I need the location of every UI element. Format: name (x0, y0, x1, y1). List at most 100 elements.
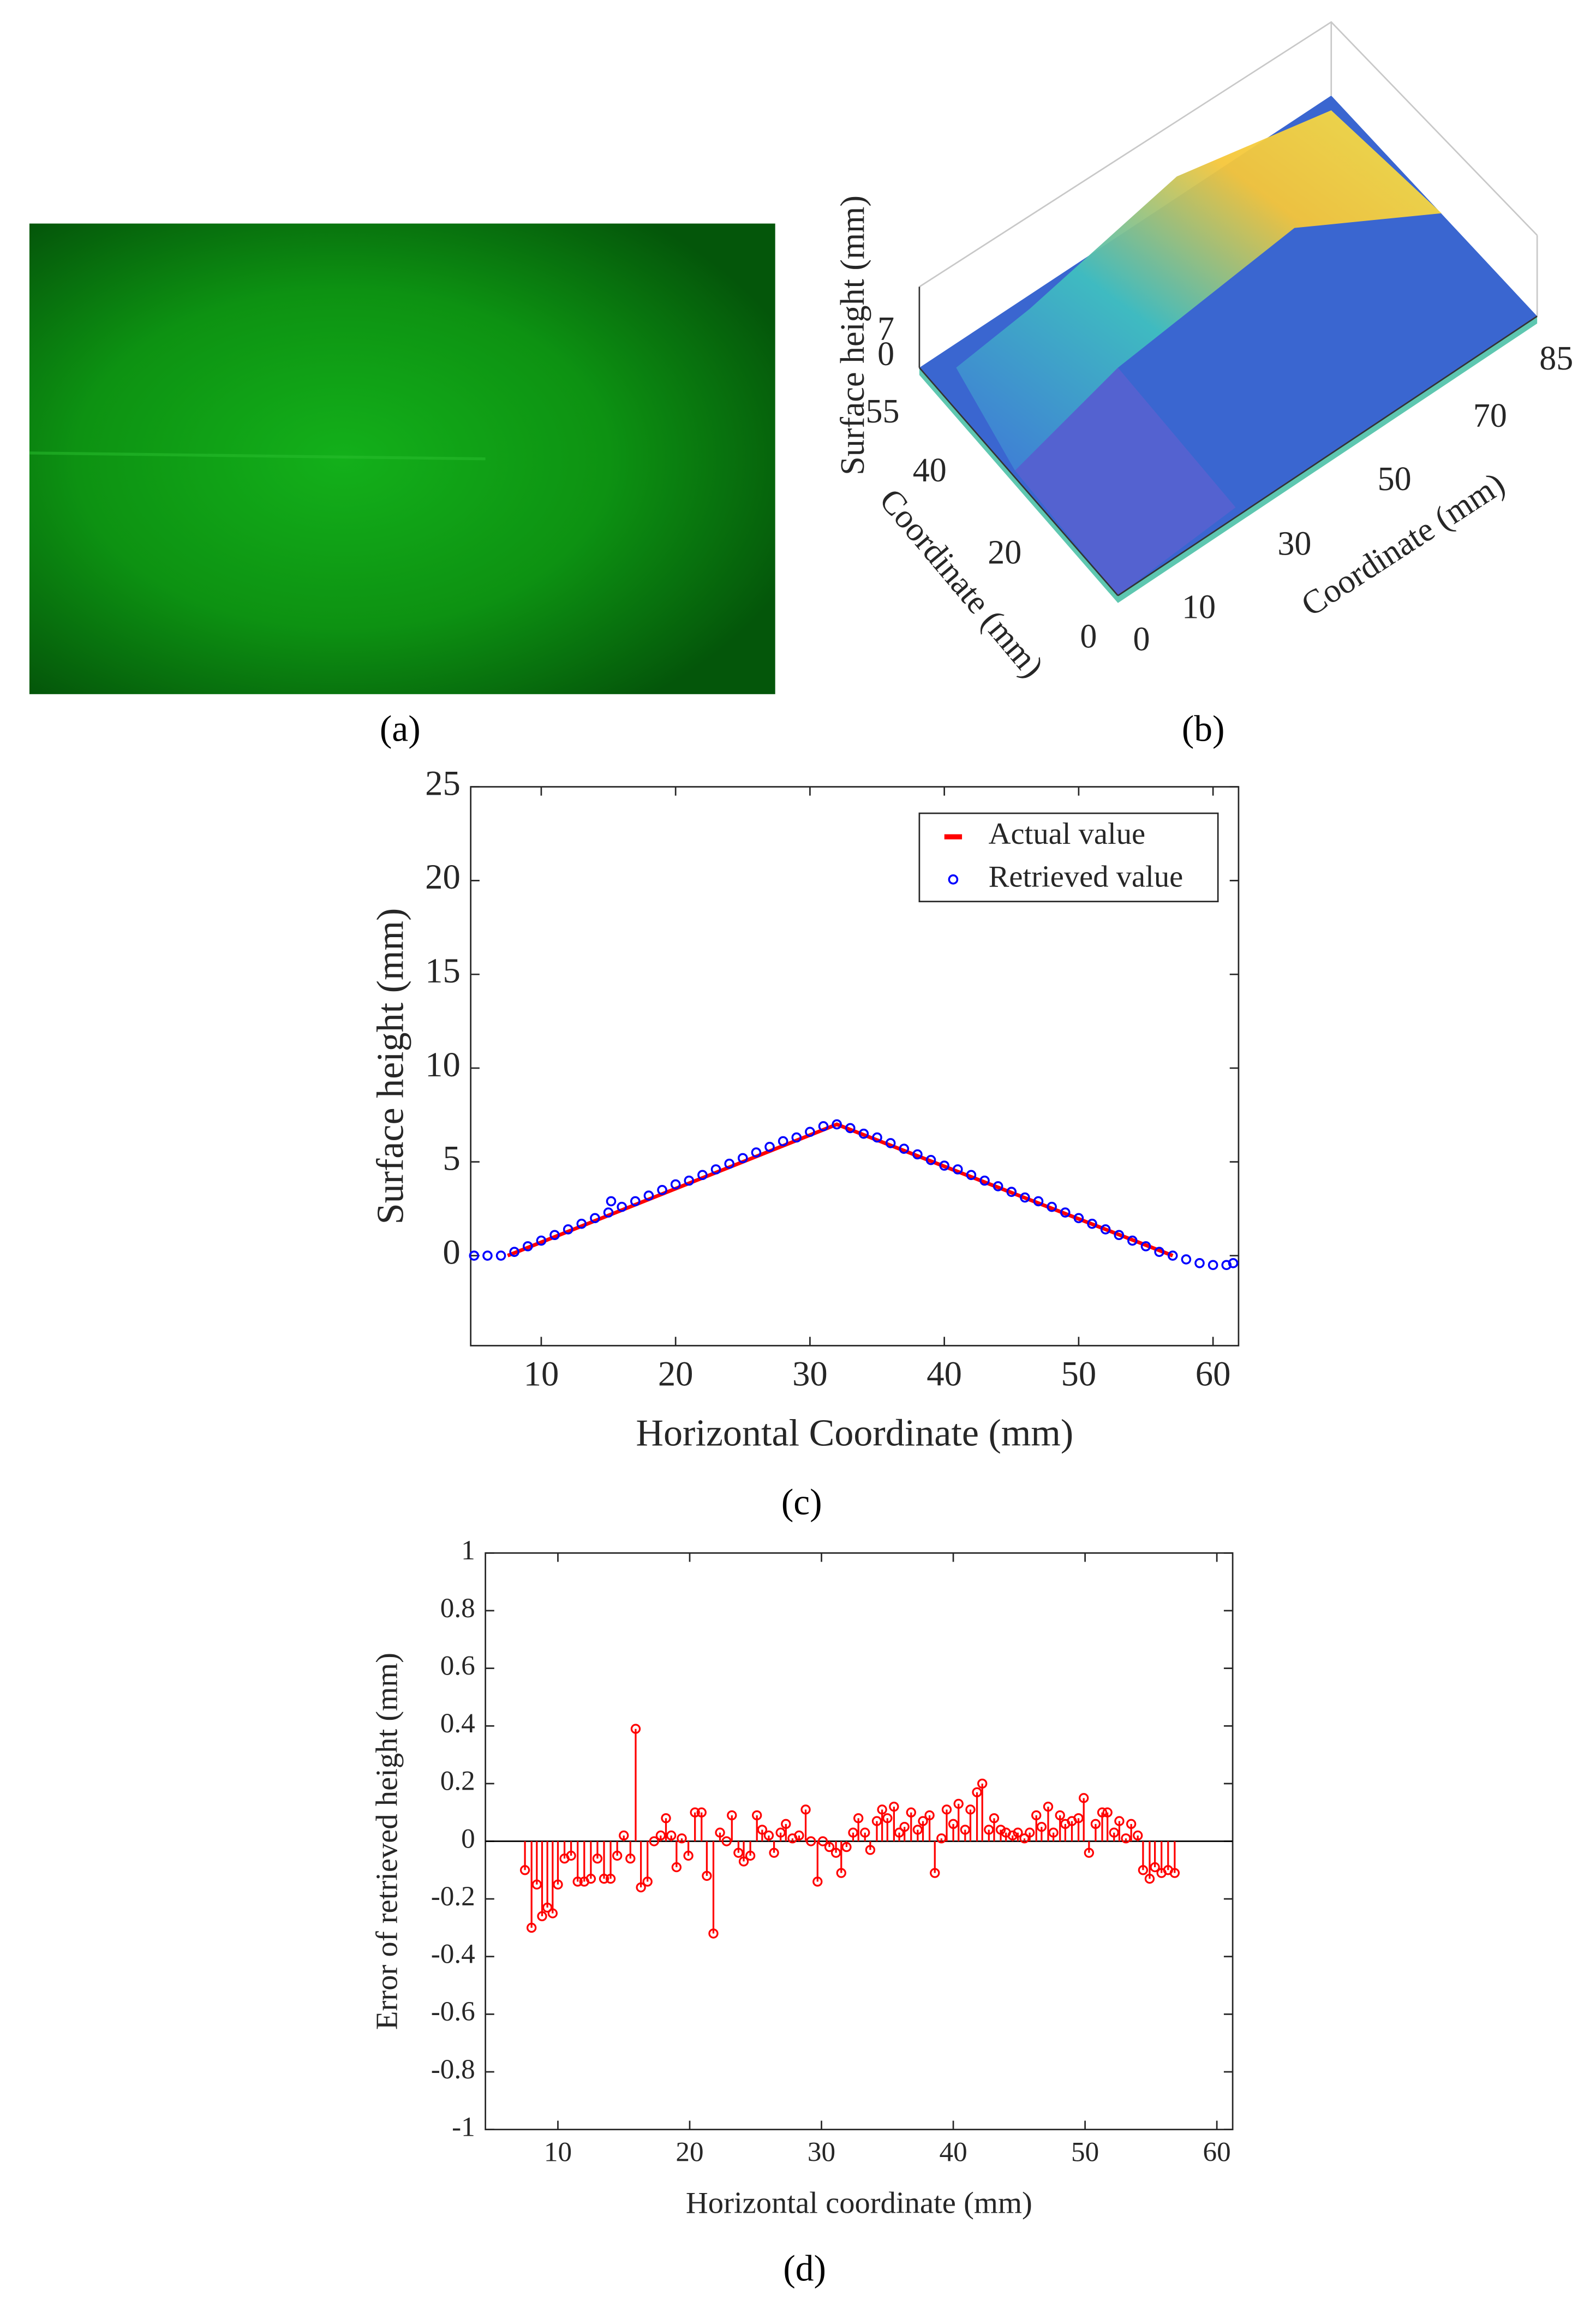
stem-head (671, 1862, 682, 1873)
retrieved-point (509, 1247, 519, 1257)
x-tick-label: 40 (926, 1354, 962, 1393)
stem-head (630, 1724, 641, 1734)
stem-head (977, 1778, 988, 1789)
retrieved-point (1100, 1224, 1111, 1235)
retrieved-point (1194, 1258, 1205, 1268)
stem-head (918, 1816, 928, 1826)
stem-head (1031, 1810, 1042, 1821)
stem-head (1109, 1827, 1119, 1838)
x-tick-label: 20 (658, 1354, 694, 1393)
stem-head (972, 1787, 982, 1797)
stem-head (677, 1833, 687, 1844)
legend-label: Retrieved value (989, 860, 1183, 893)
stem-head (642, 1876, 653, 1887)
stem-head (930, 1868, 940, 1878)
stem-head (941, 1804, 952, 1815)
stem-head (690, 1807, 700, 1818)
stem-head (817, 1836, 828, 1846)
x-tick-label: 0 (1133, 621, 1150, 658)
retrieved-point (993, 1181, 1003, 1191)
stem-head (745, 1850, 756, 1861)
stem-head (877, 1804, 887, 1815)
stem-head (683, 1850, 694, 1861)
stem-head (853, 1813, 864, 1824)
y-tick-label: 25 (425, 763, 461, 802)
stem-head (727, 1810, 737, 1821)
z-tick-label: 0 (877, 336, 894, 373)
stem-head (769, 1848, 779, 1858)
surface-facet (1015, 367, 1236, 596)
stem-head (800, 1804, 811, 1815)
retrieved-point (966, 1170, 977, 1181)
stem-head (841, 1842, 852, 1852)
panel-label: (a) (380, 708, 421, 749)
retrieved-point (832, 1119, 842, 1130)
legend-box (918, 812, 1219, 903)
stem-head (806, 1836, 816, 1846)
x-tick-label: 60 (1203, 2136, 1231, 2167)
stem-head (1097, 1807, 1108, 1818)
legend-label: Actual value (989, 817, 1146, 851)
retrieved-point (1033, 1196, 1044, 1207)
x-tick-label: 20 (676, 2136, 703, 2167)
stem-head (836, 1868, 846, 1878)
panel-label: (b) (1182, 708, 1225, 749)
stem-head (1144, 1874, 1155, 1884)
z-axis-label: Surface height (mm) (834, 195, 871, 475)
retrieved-point (684, 1175, 695, 1186)
stem-head (912, 1825, 923, 1835)
stem-head (757, 1825, 768, 1835)
y-tick-label: 20 (425, 857, 461, 896)
stem-head (547, 1908, 558, 1918)
retrieved-point (1127, 1235, 1138, 1246)
stem-head (1121, 1833, 1131, 1844)
stem-head (1043, 1801, 1054, 1812)
retrieved-point (1181, 1254, 1192, 1265)
stem-head (585, 1874, 596, 1884)
stem-head (824, 1842, 835, 1852)
x-tick-label: 10 (544, 2136, 572, 2167)
stem-head (1019, 1833, 1030, 1844)
y-tick-label: 0 (443, 1232, 460, 1271)
retrieved-point (710, 1164, 721, 1175)
stem-head (1090, 1819, 1101, 1830)
retrieved-point (912, 1149, 923, 1160)
panel-label: (c) (781, 1482, 822, 1523)
stem-head (1079, 1793, 1089, 1803)
x-axis-label: Horizontal coordinate (mm) (686, 2186, 1032, 2220)
y-tick-label: 20 (988, 534, 1021, 571)
retrieved-point (751, 1147, 762, 1158)
retrieved-point (805, 1127, 815, 1137)
stem-head (1138, 1865, 1149, 1875)
retrieved-point (1060, 1207, 1071, 1218)
y-tick-label: 5 (443, 1139, 460, 1178)
stem-head (733, 1848, 744, 1858)
x-tick-label: 60 (1195, 1354, 1231, 1393)
stem-head (542, 1902, 553, 1913)
stem-head (1007, 1830, 1018, 1841)
retrieved-point (536, 1235, 547, 1246)
y-tick-label: 15 (425, 951, 461, 990)
plot-frame (470, 786, 1240, 1346)
retrieved-point (697, 1170, 708, 1181)
retrieved-point (617, 1201, 627, 1212)
y-axis-label: Surface height (mm) (370, 908, 412, 1225)
stem-head (948, 1819, 959, 1830)
axis-line (1117, 315, 1538, 597)
y-tick-label: -0.2 (431, 1881, 475, 1912)
stem-head (592, 1854, 603, 1864)
stem-head (605, 1874, 616, 1884)
stem-head (830, 1848, 841, 1858)
stem-head (619, 1830, 629, 1841)
retrieved-point (670, 1179, 681, 1190)
retrieved-point (1140, 1241, 1151, 1252)
retrieved-point (495, 1250, 506, 1261)
y-tick-label: 1 (461, 1535, 475, 1566)
stem-head (965, 1804, 976, 1815)
retrieved-point (603, 1207, 614, 1218)
x-tick-label: 40 (939, 2136, 967, 2167)
x-tick-label: 10 (524, 1354, 559, 1393)
stem-head (984, 1825, 994, 1835)
actual-line (507, 1122, 1174, 1258)
